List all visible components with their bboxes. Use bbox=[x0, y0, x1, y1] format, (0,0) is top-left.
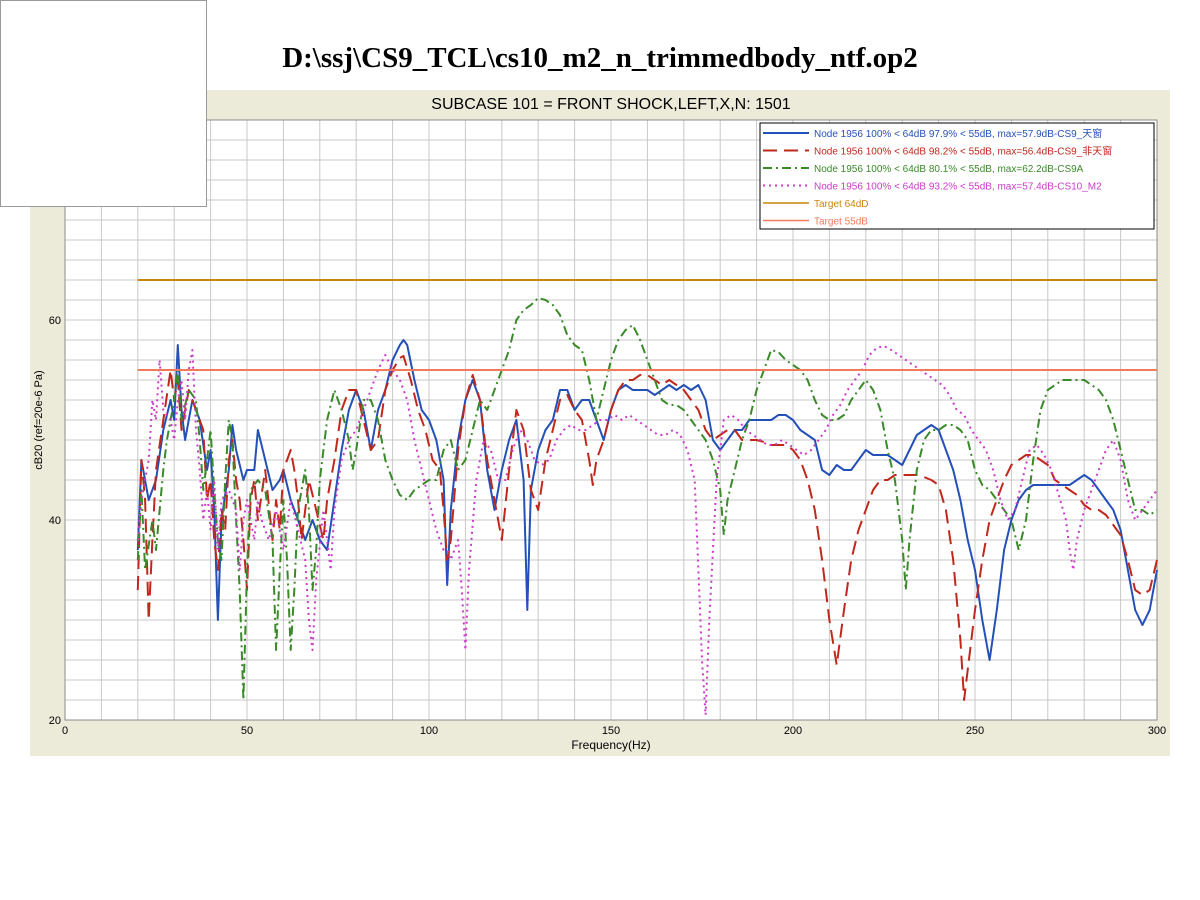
document-title: D:\ssj\CS9_TCL\cs10_m2_n_trimmedbody_ntf… bbox=[282, 42, 918, 74]
x-tick-label: 300 bbox=[1148, 725, 1166, 737]
series-line-2 bbox=[136, 355, 1158, 701]
legend-entry: Target 55dB bbox=[814, 217, 868, 228]
legend: Node 1956 100% < 64dB 97.9% < 55dB, max=… bbox=[759, 122, 1155, 230]
chart-panel: SUBCASE 101 = FRONT SHOCK,LEFT,X,N: 1501… bbox=[30, 90, 1170, 756]
legend-entry: Node 1956 100% < 64dB 80.1% < 55dB, max=… bbox=[814, 164, 1084, 175]
x-tick-label: 200 bbox=[784, 725, 802, 737]
legend-box bbox=[759, 122, 1155, 230]
y-axis-label: cB20 (ref=20e-6 Pa) bbox=[33, 370, 45, 469]
series-line-3 bbox=[136, 297, 1158, 701]
x-tick-label: 100 bbox=[420, 725, 438, 737]
chart-svg: SUBCASE 101 = FRONT SHOCK,LEFT,X,N: 1501… bbox=[33, 96, 1166, 752]
legend-entry: Node 1956 100% < 64dB 97.9% < 55dB, max=… bbox=[814, 127, 1102, 140]
y-tick-label: 60 bbox=[49, 315, 61, 327]
legend-entry: Node 1956 100% < 64dB 93.2% < 55dB, max=… bbox=[814, 182, 1102, 193]
y-tick-label: 40 bbox=[49, 515, 61, 527]
plot-border bbox=[64, 119, 1158, 721]
y-tick-label: 20 bbox=[49, 715, 61, 727]
blank-overlay-box bbox=[0, 0, 207, 207]
legend-entry: Node 1956 100% < 64dB 98.2% < 55dB, max=… bbox=[814, 145, 1112, 158]
chart-title: SUBCASE 101 = FRONT SHOCK,LEFT,X,N: 1501 bbox=[431, 96, 790, 113]
x-axis-label: Frequency(Hz) bbox=[571, 738, 650, 752]
series-lines bbox=[136, 279, 1158, 716]
x-tick-label: 50 bbox=[241, 725, 253, 737]
legend-entry: Target 64dD bbox=[814, 199, 868, 210]
x-tick-label: 150 bbox=[602, 725, 620, 737]
x-tick-label: 250 bbox=[966, 725, 984, 737]
axis-ticks: 0 50 100 150 200 250 300 20 40 60 bbox=[49, 315, 1166, 737]
x-tick-label: 0 bbox=[62, 725, 68, 737]
